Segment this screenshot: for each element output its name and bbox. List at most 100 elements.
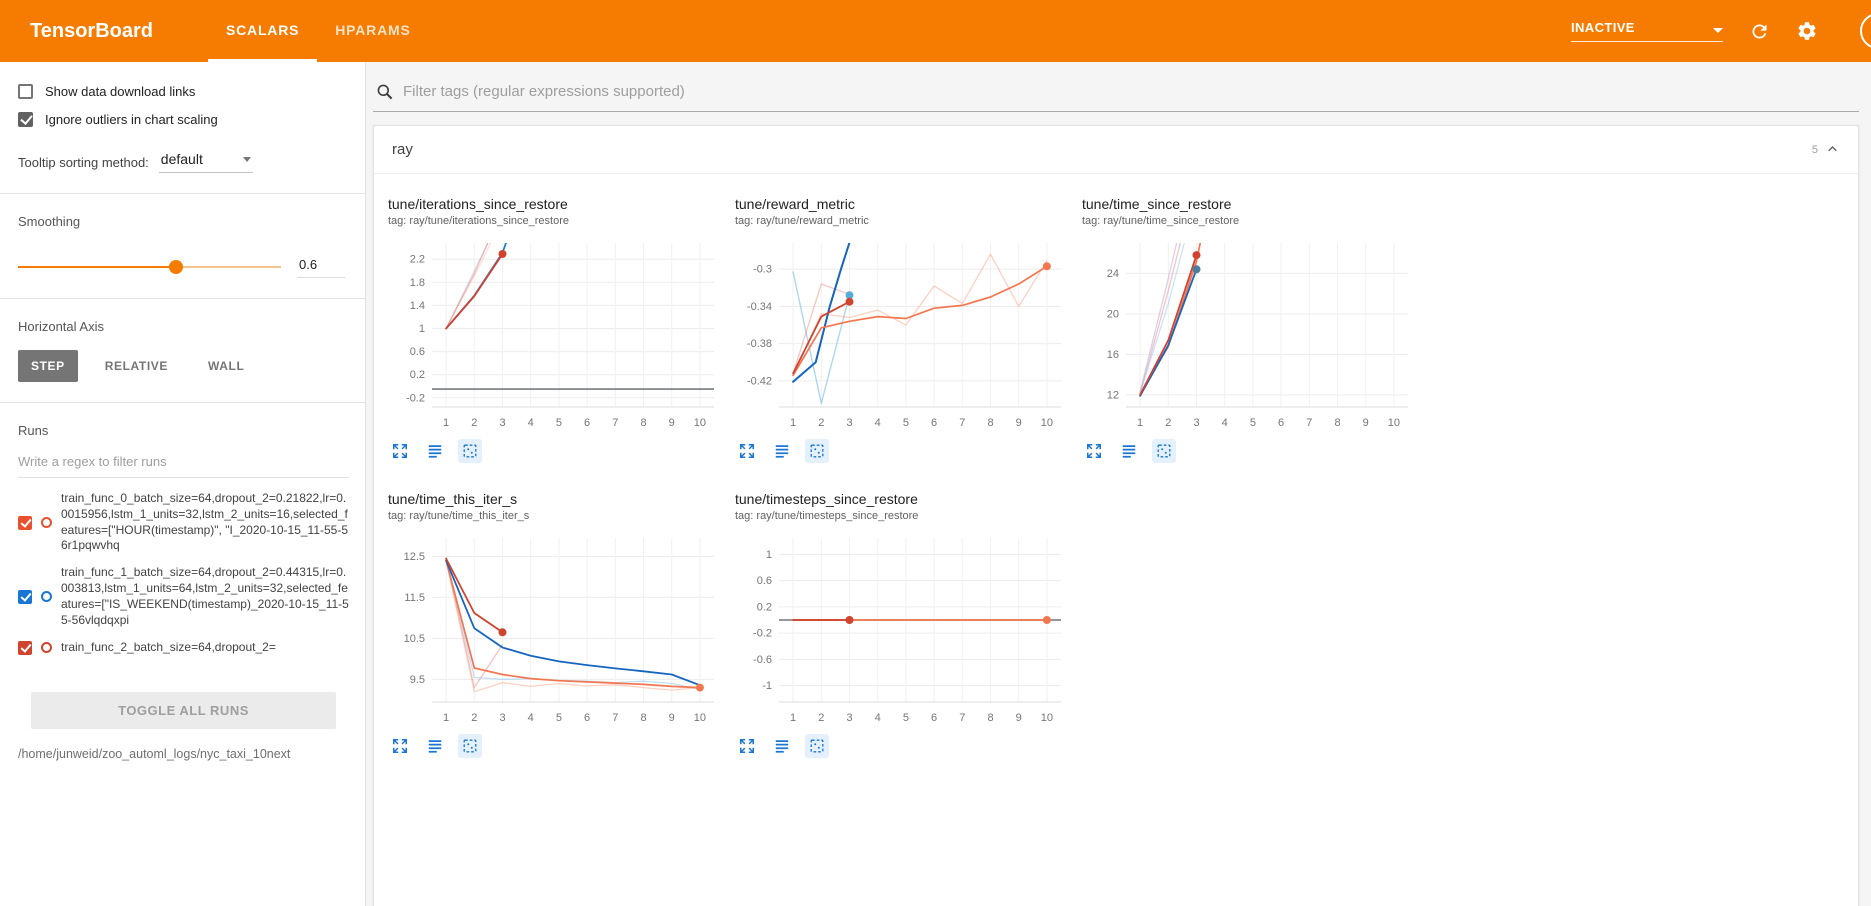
chart-count: 5: [1811, 143, 1818, 156]
svg-text:12.5: 12.5: [404, 551, 425, 563]
chart-runs-list-icon[interactable]: [770, 734, 794, 758]
expand-chart-icon[interactable]: [388, 734, 412, 758]
relative-button[interactable]: RELATIVE: [92, 350, 181, 382]
svg-text:2.2: 2.2: [410, 254, 425, 266]
horizontal-axis-buttons: STEP RELATIVE WALL: [18, 350, 349, 382]
chevron-up-icon[interactable]: [1825, 142, 1840, 157]
svg-text:7: 7: [1306, 417, 1312, 429]
svg-text:8: 8: [987, 417, 993, 429]
chart-tag: tag: ray/tune/time_since_restore: [1082, 215, 1240, 227]
run-color-circle[interactable]: [41, 517, 52, 529]
chart-plot[interactable]: 1 0.6 0.2 -0.2 -0.6 -1 1 2 3 4 5 6 7 8 9 10: [735, 528, 1067, 728]
smoothing-value[interactable]: 0.6: [297, 255, 345, 278]
svg-text:5: 5: [1250, 417, 1256, 429]
run-label: train_func_1_batch_size=64,dropout_2=0.4…: [61, 565, 349, 627]
chart-card-time_since_restore: tune/time_since_restore tag: ray/tune/tim…: [1082, 196, 1429, 463]
svg-text:0.2: 0.2: [410, 369, 425, 381]
svg-text:-0.2: -0.2: [406, 392, 425, 404]
run-item: train_func_2_batch_size=64,dropout_2=: [18, 640, 349, 656]
show-download-row: Show data download links: [18, 84, 349, 99]
tag-group-card: ray 5 tune/iterations_since_restore tag: …: [373, 125, 1859, 906]
refresh-icon[interactable]: [1747, 19, 1771, 43]
expand-chart-icon[interactable]: [388, 439, 412, 463]
svg-text:11.5: 11.5: [404, 592, 425, 604]
chart-plot[interactable]: 2.2 1.8 1.4 1 0.6 0.2 -0.2 1 2 3 4 5 6 7 8 9 10: [388, 233, 720, 433]
svg-text:1: 1: [766, 549, 772, 561]
run-color-circle[interactable]: [41, 642, 52, 654]
show-download-checkbox[interactable]: [18, 84, 33, 99]
chart-runs-list-icon[interactable]: [770, 439, 794, 463]
runs-filter-input[interactable]: [18, 448, 349, 478]
chart-runs-list-icon[interactable]: [423, 734, 447, 758]
svg-text:8: 8: [1334, 417, 1340, 429]
svg-text:2: 2: [1165, 417, 1171, 429]
chart-plot[interactable]: -0.3 -0.34 -0.38 -0.42 1 2 3 4 5 6 7 8 9 10: [735, 233, 1067, 433]
svg-text:24: 24: [1107, 268, 1119, 280]
svg-text:1.8: 1.8: [410, 277, 425, 289]
settings-gear-icon[interactable]: [1795, 19, 1819, 43]
chart-tag: tag: ray/tune/time_this_iter_s: [388, 510, 530, 522]
wall-button[interactable]: WALL: [195, 350, 257, 382]
run-checkbox[interactable]: [18, 589, 32, 604]
tag-filter-input[interactable]: [403, 83, 1857, 100]
chart-toolbar: [1082, 439, 1429, 463]
svg-text:3: 3: [499, 712, 505, 724]
pin-chart-icon[interactable]: [1152, 439, 1176, 463]
smoothing-slider[interactable]: [18, 259, 281, 274]
svg-text:4: 4: [528, 712, 534, 724]
tab-hparams[interactable]: HPARAMS: [335, 21, 411, 38]
tab-bar: SCALARS HPARAMS: [207, 0, 429, 62]
pin-chart-icon[interactable]: [805, 439, 829, 463]
expand-chart-icon[interactable]: [735, 734, 759, 758]
ignore-outliers-checkbox[interactable]: [18, 112, 33, 127]
svg-text:7: 7: [959, 417, 965, 429]
svg-text:5: 5: [903, 417, 909, 429]
divider: [0, 193, 365, 194]
runs-label: Runs: [18, 423, 49, 438]
run-item: train_func_1_batch_size=64,dropout_2=0.4…: [18, 565, 349, 628]
chart-title: tune/iterations_since_restore: [388, 196, 568, 212]
expand-chart-icon[interactable]: [735, 439, 759, 463]
run-color-circle[interactable]: [41, 591, 52, 603]
tab-scalars[interactable]: SCALARS: [207, 0, 318, 62]
tag-group-header[interactable]: ray 5: [374, 126, 1858, 174]
ignore-outliers-label: Ignore outliers in chart scaling: [45, 112, 218, 127]
chart-tag: tag: ray/tune/iterations_since_restore: [388, 215, 569, 227]
smoothing-label: Smoothing: [18, 214, 81, 229]
pin-chart-icon[interactable]: [458, 734, 482, 758]
data-status-dropdown[interactable]: INACTIVE: [1571, 20, 1723, 42]
tooltip-sorting-select[interactable]: default: [158, 151, 253, 173]
expand-chart-icon[interactable]: [1082, 439, 1106, 463]
pin-chart-icon[interactable]: [805, 734, 829, 758]
run-checkbox[interactable]: [18, 640, 32, 655]
svg-text:5: 5: [556, 712, 562, 724]
svg-text:16: 16: [1107, 349, 1119, 361]
chart-plot[interactable]: 12.5 11.5 10.5 9.5 1 2 3 4 5 6 7 8 9 10: [388, 528, 720, 728]
pin-chart-icon[interactable]: [458, 439, 482, 463]
svg-text:3: 3: [499, 417, 505, 429]
run-label: train_func_2_batch_size=64,dropout_2=: [61, 639, 276, 654]
header-controls: INACTIVE: [1571, 0, 1871, 62]
svg-text:-0.3: -0.3: [753, 264, 772, 276]
svg-text:1: 1: [1137, 417, 1143, 429]
svg-text:6: 6: [1278, 417, 1284, 429]
chart-card-iterations_since_restore: tune/iterations_since_restore tag: ray/tu…: [388, 196, 735, 463]
smoothing-slider-thumb[interactable]: [168, 259, 183, 274]
toggle-all-runs-button[interactable]: TOGGLE ALL RUNS: [31, 692, 336, 729]
chart-runs-list-icon[interactable]: [1117, 439, 1141, 463]
divider: [0, 298, 365, 299]
svg-text:6: 6: [584, 417, 590, 429]
svg-text:10.5: 10.5: [404, 633, 425, 645]
tooltip-sorting-row: Tooltip sorting method: default: [18, 151, 349, 173]
svg-text:6: 6: [931, 712, 937, 724]
chart-runs-list-icon[interactable]: [423, 439, 447, 463]
svg-text:-0.6: -0.6: [753, 654, 772, 666]
chart-toolbar: [388, 734, 735, 758]
svg-text:2: 2: [471, 417, 477, 429]
run-checkbox[interactable]: [18, 515, 32, 530]
svg-text:10: 10: [694, 712, 706, 724]
step-button[interactable]: STEP: [18, 350, 78, 382]
svg-text:3: 3: [846, 417, 852, 429]
svg-text:8: 8: [987, 712, 993, 724]
